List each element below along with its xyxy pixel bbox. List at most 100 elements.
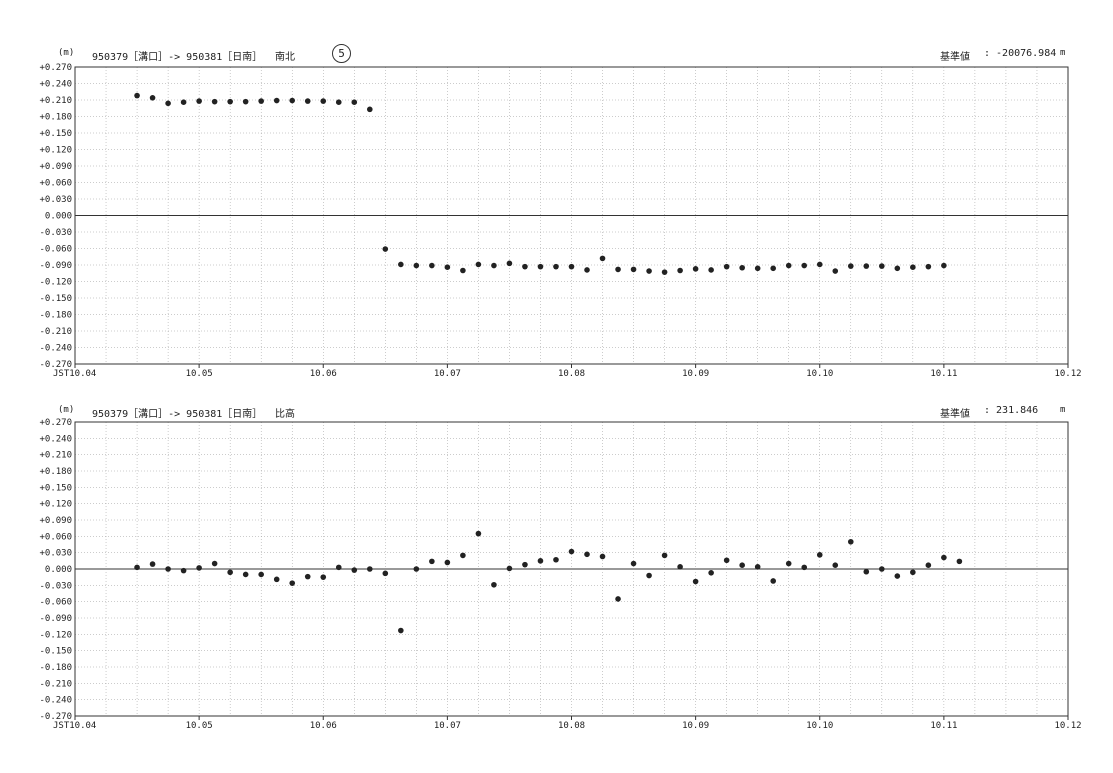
y-tick-label: 0.000 xyxy=(45,565,72,575)
x-tick-label: 10.10 xyxy=(806,721,833,731)
data-point xyxy=(801,262,808,269)
data-point xyxy=(646,268,652,274)
data-point xyxy=(165,566,171,572)
y-tick-label: +0.060 xyxy=(39,532,72,542)
y-tick-label: -0.120 xyxy=(39,630,72,640)
data-point xyxy=(196,98,202,104)
x-tick-label: 10.05 xyxy=(186,369,213,379)
x-tick-label: 10.11 xyxy=(930,369,957,379)
data-point xyxy=(460,267,466,274)
y-tick-label: +0.150 xyxy=(39,483,72,493)
reference-unit: m xyxy=(1060,48,1066,58)
unit-label: (m) xyxy=(58,405,75,415)
data-point xyxy=(910,569,916,576)
reference-value: : -20076.984 xyxy=(984,48,1057,59)
x-tick-label: 10.09 xyxy=(682,721,709,731)
data-point xyxy=(754,564,761,570)
y-tick-label: -0.120 xyxy=(39,278,72,288)
data-point xyxy=(335,99,342,105)
data-point xyxy=(475,261,482,268)
data-point xyxy=(413,262,420,269)
data-point xyxy=(754,265,761,272)
y-tick-label: -0.180 xyxy=(39,663,72,673)
data-point xyxy=(599,255,606,262)
data-point xyxy=(770,265,777,272)
data-point xyxy=(847,263,854,269)
y-tick-label: +0.180 xyxy=(39,467,72,477)
component-label: 比高 xyxy=(275,409,295,420)
data-point xyxy=(708,267,714,273)
y-tick-label: -0.060 xyxy=(39,245,72,255)
route-label: 950379［溝口］-> 950381［日南］ xyxy=(92,52,263,63)
x-tick-label: JST10.04 xyxy=(53,369,96,379)
data-point xyxy=(584,551,590,558)
data-point xyxy=(956,558,963,565)
x-tick-label: 10.07 xyxy=(434,369,461,379)
reference-value: : 231.846 xyxy=(984,405,1039,416)
scatter-chart-height: +0.270 +0.240 +0.210 +0.180 +0.150 +0.120 +0.0… xyxy=(39,418,1081,731)
data-point xyxy=(879,566,885,572)
data-point xyxy=(134,92,140,99)
data-point xyxy=(180,567,187,574)
data-point xyxy=(366,106,373,113)
data-point xyxy=(568,548,575,555)
y-tick-label: +0.180 xyxy=(39,113,72,123)
y-tick-label: -0.090 xyxy=(39,614,72,624)
x-tick-label: 10.08 xyxy=(558,369,585,379)
data-point xyxy=(832,268,839,274)
y-tick-label: +0.210 xyxy=(39,96,72,106)
x-tick-label: 10.11 xyxy=(930,721,957,731)
data-point xyxy=(785,262,792,269)
data-point xyxy=(692,578,699,585)
x-tick-label: 10.12 xyxy=(1054,369,1081,379)
data-point xyxy=(429,262,435,269)
data-point xyxy=(335,564,342,571)
data-point xyxy=(941,554,947,561)
data-point xyxy=(801,564,808,571)
data-point xyxy=(863,568,870,575)
data-point xyxy=(429,558,435,565)
data-point xyxy=(739,264,745,271)
data-point xyxy=(475,530,482,537)
y-tick-label: +0.120 xyxy=(39,146,72,156)
y-tick-label: -0.180 xyxy=(39,311,72,321)
component-label: 南北 xyxy=(275,52,295,63)
data-point xyxy=(584,267,590,273)
data-point xyxy=(692,266,699,272)
data-point xyxy=(708,570,714,576)
data-point xyxy=(211,560,218,567)
data-point xyxy=(273,97,280,104)
data-point xyxy=(398,261,404,268)
y-tick-label: -0.210 xyxy=(39,327,72,337)
data-point xyxy=(506,260,513,267)
data-point xyxy=(661,552,668,559)
data-point xyxy=(739,562,745,568)
y-tick-label: +0.240 xyxy=(39,80,72,90)
y-tick-label: +0.270 xyxy=(39,63,72,73)
y-tick-label: +0.060 xyxy=(39,179,72,189)
y-tick-label: +0.240 xyxy=(39,434,72,444)
x-tick-label: 10.09 xyxy=(682,369,709,379)
data-point xyxy=(242,571,249,578)
data-point xyxy=(723,263,730,270)
data-point xyxy=(134,564,140,571)
data-point xyxy=(770,578,777,584)
data-point xyxy=(630,560,637,567)
data-point xyxy=(180,99,187,105)
data-point xyxy=(491,262,497,269)
data-point xyxy=(879,263,885,269)
scatter-chart-ns: +0.270 +0.240 +0.210 +0.180 +0.150 +0.120 +0.0… xyxy=(39,63,1081,379)
y-tick-label: +0.270 xyxy=(39,418,72,428)
route-label: 950379［溝口］-> 950381［日南］ xyxy=(92,409,263,420)
data-point xyxy=(304,98,311,104)
x-tick-label: 10.10 xyxy=(806,369,833,379)
data-point xyxy=(398,627,404,634)
x-tick-label: 10.08 xyxy=(558,721,585,731)
chart-panel-height: (m) 950379［溝口］-> 950381［日南］ 比高 基準値 : 231… xyxy=(0,380,1113,773)
data-point xyxy=(925,263,932,270)
data-point xyxy=(460,552,466,559)
y-tick-label: -0.240 xyxy=(39,696,72,706)
data-point xyxy=(165,100,171,107)
data-point xyxy=(537,263,544,270)
data-point xyxy=(506,565,513,572)
